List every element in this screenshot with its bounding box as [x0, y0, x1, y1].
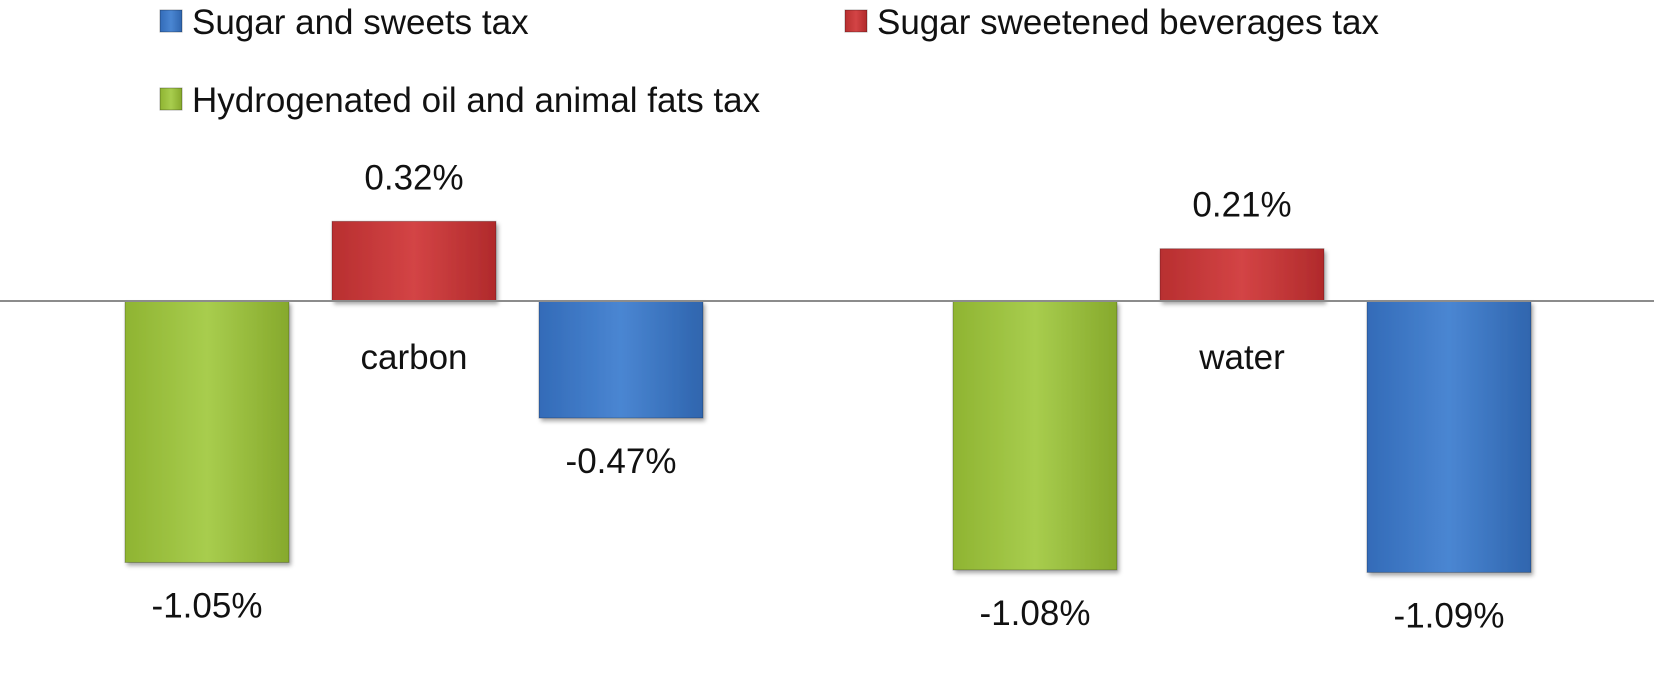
legend-swatch-sugar-sweetened-beverages-tax [844, 9, 868, 33]
labels: -1.05% 0.32% -0.47% carbon -1.08% 0.21% -1.09%… [152, 158, 1505, 635]
bar-water-hydrogenated-oil-and-animal-fats-tax [952, 300, 1118, 571]
legend-swatch-sugar-and-sweets-tax [159, 9, 183, 33]
bar-water-sugar-and-sweets-tax [1366, 300, 1532, 573]
data-label-water-sugar-and-sweets-tax: -1.09% [1394, 596, 1505, 635]
data-label-carbon-hydrogenated-oil-and-animal-fats-tax: -1.05% [152, 586, 263, 625]
bar-carbon-sugar-and-sweets-tax [538, 300, 704, 419]
bar-carbon-hydrogenated-oil-and-animal-fats-tax [124, 300, 290, 563]
bar-carbon-sugar-sweetened-beverages-tax [331, 220, 497, 302]
data-label-water-hydrogenated-oil-and-animal-fats-tax: -1.08% [980, 594, 1091, 633]
data-label-water-sugar-sweetened-beverages-tax: 0.21% [1192, 186, 1291, 225]
bars [124, 220, 1532, 573]
bar-water-sugar-sweetened-beverages-tax [1159, 248, 1325, 302]
legend-label-sugar-and-sweets-tax: Sugar and sweets tax [192, 3, 529, 42]
legend-label-hydrogenated-oil-and-animal-fats-tax: Hydrogenated oil and animal fats tax [192, 81, 761, 120]
legend-item-sugar-and-sweets-tax: Sugar and sweets tax [159, 3, 529, 42]
legend-item-hydrogenated-oil-and-animal-fats-tax: Hydrogenated oil and animal fats tax [159, 81, 761, 120]
legend-swatch-hydrogenated-oil-and-animal-fats-tax [159, 87, 183, 111]
data-label-carbon-sugar-and-sweets-tax: -0.47% [566, 442, 677, 481]
category-label-water: water [1198, 338, 1285, 377]
legend-label-sugar-sweetened-beverages-tax: Sugar sweetened beverages tax [877, 3, 1379, 42]
data-label-carbon-sugar-sweetened-beverages-tax: 0.32% [364, 158, 463, 197]
legend: Sugar and sweets tax Sugar sweetened beve… [159, 3, 1379, 120]
legend-item-sugar-sweetened-beverages-tax: Sugar sweetened beverages tax [844, 3, 1379, 42]
category-label-carbon: carbon [360, 338, 467, 377]
